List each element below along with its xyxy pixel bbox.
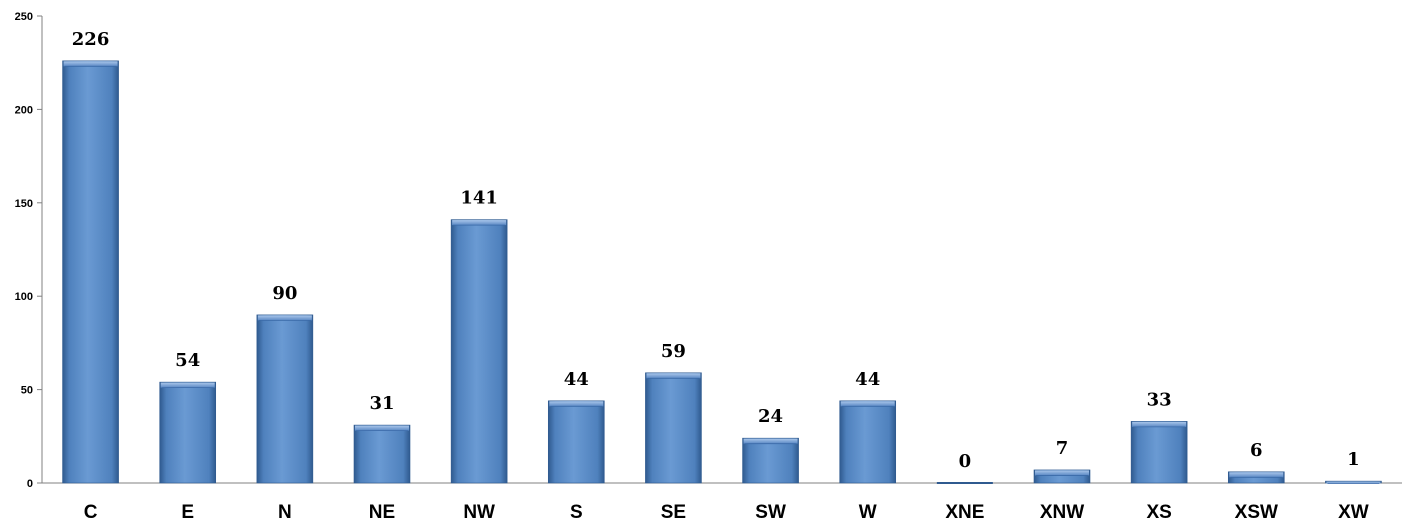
data-label: 33 [1147,389,1172,410]
bar-cap [1035,470,1089,476]
x-tick-label: XS [1146,502,1171,523]
bar-cap [257,315,312,321]
x-tick-label: SE [661,502,686,523]
bar [839,400,897,484]
bar-cap [1229,472,1284,478]
x-axis: C E N NE NW S SE SW W XNE XNW XS XSW XW [42,482,1402,523]
bar-cap [646,373,701,379]
bar-cap [549,401,604,407]
y-tick-label: 50 [21,385,33,397]
bar [742,437,799,484]
x-tick-label: XW [1338,502,1369,523]
y-tick-label: 100 [15,291,33,303]
data-label: 7 [1056,438,1069,459]
data-label: 226 [72,29,110,50]
data-label: 0 [959,451,972,472]
x-tick-label: SW [755,502,786,523]
bar-body [645,372,702,484]
x-tick-label: C [84,502,98,523]
bar [1227,471,1285,484]
bar [62,60,119,484]
y-tick-label: 0 [27,478,33,490]
data-label: 31 [369,393,394,414]
bar [1325,480,1382,484]
bars [62,60,1382,484]
bar-cap [840,401,895,407]
bar-body [839,400,897,484]
bar [1130,421,1188,484]
bar-cap [160,382,215,388]
data-labels: 226 54 90 31 141 44 59 24 44 0 7 33 6 1 [72,29,1360,472]
y-axis: 0 50 100 150 200 250 [15,11,43,490]
bar [547,400,605,484]
data-label: 6 [1250,440,1263,461]
data-label: 44 [855,369,880,390]
bar-body [1130,421,1188,484]
y-tick-label: 250 [15,11,33,23]
x-tick-label: XNE [945,502,984,523]
bar-body [547,400,605,484]
data-label: 59 [661,341,686,362]
bar-cap [355,425,409,431]
bar [159,381,217,484]
bar-cap [1132,421,1187,427]
data-label: 54 [175,350,200,371]
bar-body [450,219,508,484]
x-tick-label: E [181,502,194,523]
bar [1033,469,1091,484]
data-label: 1 [1347,449,1360,470]
bar-body [256,314,314,484]
bar-body [159,381,217,484]
data-label: 44 [564,369,589,390]
bar-body [742,437,799,484]
bar-cap [63,61,118,67]
bar-cap [452,220,507,226]
data-label: 90 [272,283,297,304]
x-tick-label: W [859,502,877,523]
bar [353,424,411,484]
bar-cap [1326,481,1381,484]
bar [645,372,702,484]
x-tick-label: XSW [1235,502,1278,523]
x-tick-label: NW [463,502,495,523]
bar-body [353,424,411,484]
y-tick-label: 200 [15,104,33,116]
x-tick-label: S [570,502,583,523]
data-label: 141 [460,188,498,209]
x-tick-label: N [278,502,292,523]
data-label: 24 [758,406,783,427]
bar-body [62,60,119,484]
bar [256,314,314,484]
x-tick-label: NE [369,502,395,523]
y-tick-label: 150 [15,198,33,210]
bar [450,219,508,484]
x-tick-label: XNW [1040,502,1084,523]
bar-cap [743,438,798,444]
